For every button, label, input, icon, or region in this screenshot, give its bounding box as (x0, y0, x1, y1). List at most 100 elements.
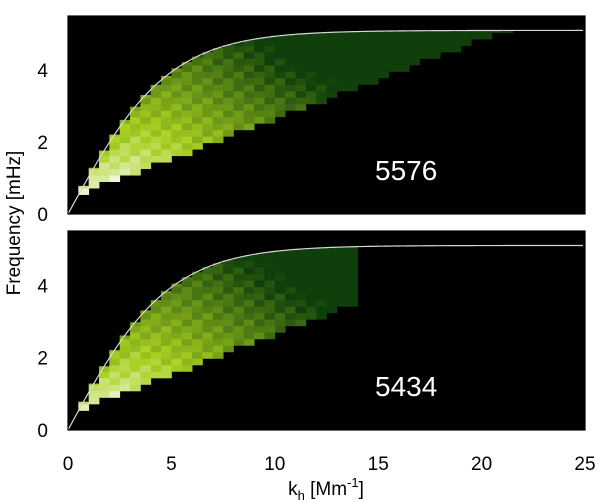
heatmap-cell-138 (212, 123, 224, 131)
heatmap-cell-12 (109, 384, 121, 392)
heatmap-cell-193 (243, 40, 255, 46)
heatmap-cell-202 (254, 64, 265, 72)
heatmap-cell-171 (233, 90, 245, 98)
heatmap-cell-257 (295, 39, 307, 46)
heatmap-cell-141 (212, 319, 224, 327)
heatmap-cell-151 (223, 345, 234, 353)
heatmap-cell-350 (398, 32, 410, 40)
heatmap-cell-176 (233, 273, 245, 281)
heatmap-cell-130 (202, 293, 214, 301)
heatmap-cell-38 (130, 106, 141, 111)
heatmap-cell-236 (285, 312, 296, 320)
heatmap-cell-220 (264, 254, 276, 262)
heatmap-cell-131 (202, 286, 214, 294)
heatmap-cell-122 (202, 129, 214, 137)
heatmap-cell-225 (274, 90, 286, 98)
heatmap-cell-189 (243, 280, 255, 288)
heatmap-cell-170 (233, 97, 245, 105)
heatmap-cell-114 (192, 90, 203, 98)
heatmap-cell-111 (192, 110, 203, 118)
heatmap-cell-45 (140, 338, 152, 346)
heatmap-cell-297 (336, 267, 348, 275)
heatmap-cell-205 (254, 260, 265, 268)
heatmap-cell-297 (336, 52, 348, 59)
heatmap-cell-144 (212, 299, 224, 307)
heatmap-cell-281 (326, 90, 338, 98)
heatmap-cell-66 (161, 136, 172, 144)
heatmap-cell-344 (388, 30, 400, 33)
heatmap-cell-218 (264, 52, 276, 59)
heatmap-cell-83 (171, 325, 183, 333)
heatmap-cell-293 (336, 77, 348, 85)
heatmap-cell-209 (264, 110, 276, 118)
heatmap-cell-39 (140, 377, 152, 385)
heatmap-cell-49 (140, 312, 152, 320)
heatmap-cell-357 (409, 30, 420, 33)
heatmap-cell-261 (305, 84, 317, 92)
heatmap-cell-102 (181, 293, 193, 301)
heatmap-cell-27 (119, 335, 131, 340)
heatmap-cell-19 (119, 168, 131, 176)
heatmap-cell-369 (440, 39, 451, 46)
heatmap-cell-219 (264, 260, 276, 268)
heatmap-cell-174 (233, 71, 245, 79)
heatmap-cell-83 (171, 110, 183, 118)
heatmap-cell-192 (243, 45, 255, 53)
heatmap-cell-279 (316, 39, 327, 46)
heatmap-cell-156 (223, 97, 234, 105)
heatmap-cell-316 (357, 52, 369, 59)
heatmap-cell-60 (150, 97, 162, 105)
heatmap-cell-33 (130, 136, 141, 144)
heatmap-cell-232 (274, 45, 286, 53)
heatmap-cell-228 (274, 71, 286, 79)
heatmap-cell-210 (264, 319, 276, 327)
y-axis-label: Frequency [mHz] (4, 151, 25, 296)
heatmap-cell-100 (181, 306, 193, 314)
heatmap-cell-161 (223, 280, 234, 288)
heatmap-cell-318 (357, 39, 369, 46)
heatmap-cell-197 (254, 312, 265, 320)
heatmap-cell-139 (212, 332, 224, 340)
plot-frame-bottom (67, 230, 586, 431)
heatmap-cell-152 (223, 123, 234, 131)
heatmap-cell-229 (274, 280, 286, 288)
heatmap-cell-225 (274, 306, 286, 314)
heatmap-cell-94 (181, 345, 193, 353)
heatmap-cell-252 (295, 71, 307, 79)
heatmap-cell-100 (181, 90, 193, 98)
heatmap-cell-174 (233, 286, 245, 294)
heatmap-cell-123 (202, 123, 214, 131)
heatmap-cell-256 (295, 260, 307, 268)
heatmap-cell-263 (305, 286, 317, 294)
heatmap-cell-66 (161, 351, 172, 359)
heatmap-cell-245 (285, 39, 296, 46)
heatmap-cell-262 (305, 77, 317, 85)
heatmap-cell-221 (264, 36, 276, 40)
heatmap-cell-55 (150, 129, 162, 137)
heatmap-cell-124 (202, 116, 214, 124)
cutoff-curve-bottom (67, 244, 583, 431)
heatmap-cell-355 (409, 39, 420, 46)
heatmap-cell-361 (419, 32, 431, 40)
heatmap-cell-69 (161, 332, 172, 340)
heatmap-cell-269 (305, 33, 317, 40)
heatmap-cell-1 (78, 185, 90, 189)
heatmap-cell-245 (285, 254, 296, 262)
heatmap-cell-40 (140, 371, 152, 379)
heatmap-cell-86 (171, 90, 183, 98)
heatmap-cell-36 (130, 332, 141, 340)
heatmap-cell-82 (171, 116, 183, 124)
heatmap-cell-126 (202, 319, 214, 327)
heatmap-cell-345 (398, 64, 410, 72)
heatmap-cell-288 (326, 45, 338, 53)
heatmap-cell-299 (336, 39, 348, 46)
heatmap-cell-339 (388, 58, 400, 66)
heatmap-cell-168 (233, 325, 245, 333)
heatmap-cell-85 (171, 312, 183, 320)
heatmap-cell-8 (99, 162, 110, 170)
heatmap-cell-300 (336, 247, 348, 255)
x-axis-label-sub: h (298, 488, 305, 502)
heatmap-cell-264 (305, 280, 317, 288)
heatmap-cell-31 (130, 149, 141, 157)
heatmap-cell-134 (202, 52, 214, 59)
